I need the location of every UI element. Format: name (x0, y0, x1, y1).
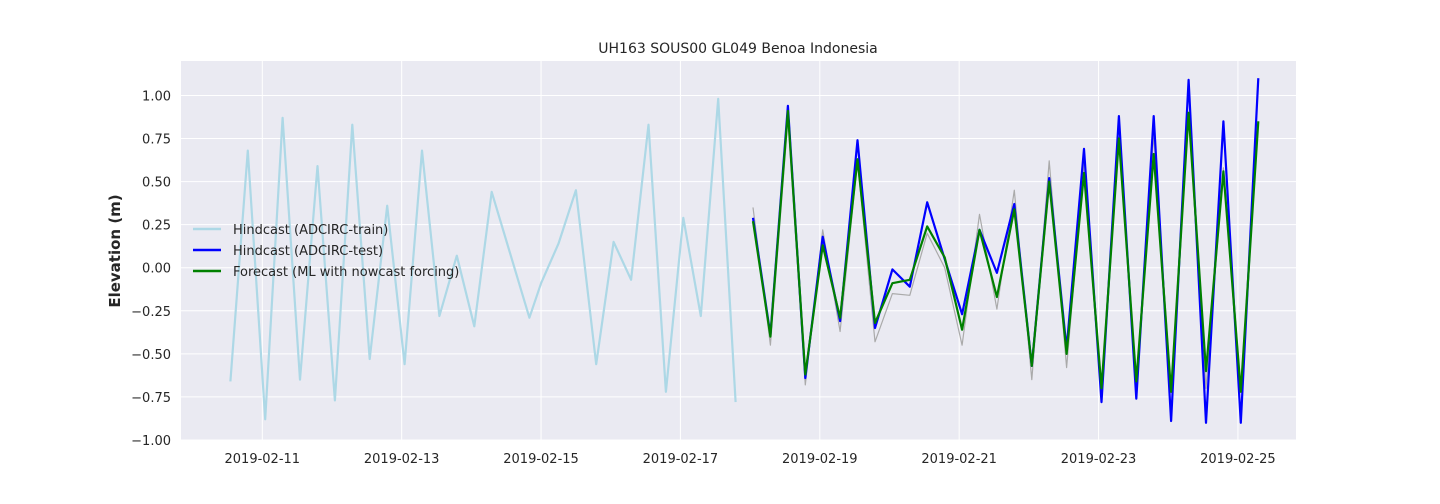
y-tick-label: −0.75 (131, 391, 171, 406)
y-tick-label: −1.00 (131, 434, 171, 449)
series-3 (751, 109, 1260, 393)
x-tick-label: 2019-02-19 (782, 452, 858, 467)
chart-title: UH163 SOUS00 GL049 Benoa Indonesia (598, 41, 877, 57)
y-tick-label: 0.00 (142, 262, 171, 277)
series-line (751, 109, 1260, 393)
y-tick-label: −0.50 (131, 348, 171, 363)
y-tick-labels: −1.00 −0.75 −0.50 −0.25 0.00 0.25 0.50 0.75 1.00 (131, 89, 171, 449)
x-tick-labels: 2019-02-11 2019-02-13 2019-02-15 2019-02-17… (225, 452, 1276, 467)
x-tick-label: 2019-02-15 (503, 452, 579, 467)
series-lines (229, 78, 1260, 424)
legend-label: Hindcast (ADCIRC-train) (233, 223, 388, 238)
y-tick-label: −0.25 (131, 305, 171, 320)
legend-label: Hindcast (ADCIRC-test) (233, 244, 383, 259)
x-tick-label: 2019-02-13 (364, 452, 440, 467)
x-tick-label: 2019-02-25 (1200, 452, 1276, 467)
y-tick-label: 0.25 (142, 219, 171, 234)
x-tick-label: 2019-02-11 (225, 452, 301, 467)
x-tick-label: 2019-02-21 (921, 452, 997, 467)
series-0 (229, 97, 737, 421)
y-tick-label: 1.00 (142, 89, 171, 104)
y-tick-label: 0.75 (142, 133, 171, 148)
legend-label: Forecast (ML with nowcast forcing) (233, 265, 459, 280)
legend: Hindcast (ADCIRC-train) Hindcast (ADCIRC-… (193, 223, 459, 280)
x-tick-label: 2019-02-23 (1061, 452, 1137, 467)
x-tick-label: 2019-02-17 (643, 452, 719, 467)
y-axis-label: Elevation (m) (106, 194, 124, 307)
y-tick-label: 0.50 (142, 176, 171, 191)
